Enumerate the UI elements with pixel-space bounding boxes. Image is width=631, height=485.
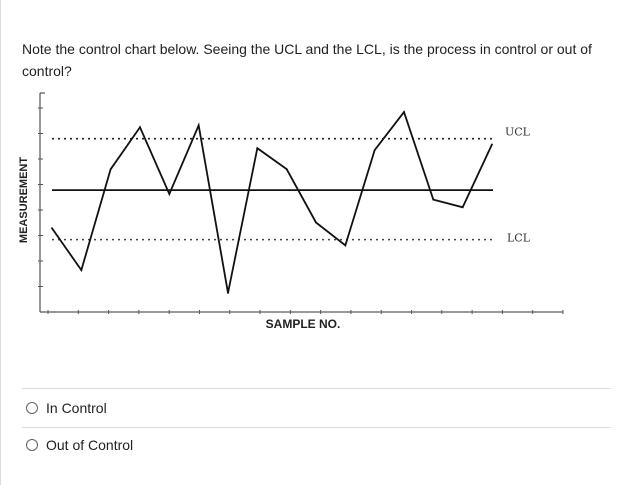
option-out-of-control[interactable]: Out of Control [26,437,133,453]
data-point [256,147,259,150]
option-label: In Control [46,400,107,416]
data-point [80,269,83,272]
page-left-border [0,0,1,485]
data-point [227,292,229,294]
y-axis-label: MEASUREMENT [18,157,30,243]
data-point [139,126,141,129]
data-point [461,206,464,209]
data-point [403,111,405,113]
option-in-control[interactable]: In Control [26,400,107,416]
data-point [51,227,53,230]
options-divider-top [22,388,611,389]
option-label: Out of Control [46,437,134,453]
x-axis-label: SAMPLE NO. [266,317,341,331]
data-point [109,168,112,171]
lcl-label: LCL [507,232,531,245]
options-divider-middle [22,427,611,428]
question-text: Note the control chart below. Seeing the… [22,41,592,79]
radio-button-icon[interactable] [26,439,38,451]
ucl-label: UCL [505,126,531,139]
data-point [491,143,493,146]
data-point [344,244,347,247]
data-point [168,193,171,195]
control-chart: UCL LCL SAMPLE NO. MEASUREMENT [18,92,564,331]
data-point [197,124,200,127]
data-point [432,198,435,201]
data-point [315,221,317,224]
data-point [373,149,376,152]
data-series-line [51,110,493,294]
data-point [285,168,288,171]
radio-button-icon[interactable] [26,402,38,414]
